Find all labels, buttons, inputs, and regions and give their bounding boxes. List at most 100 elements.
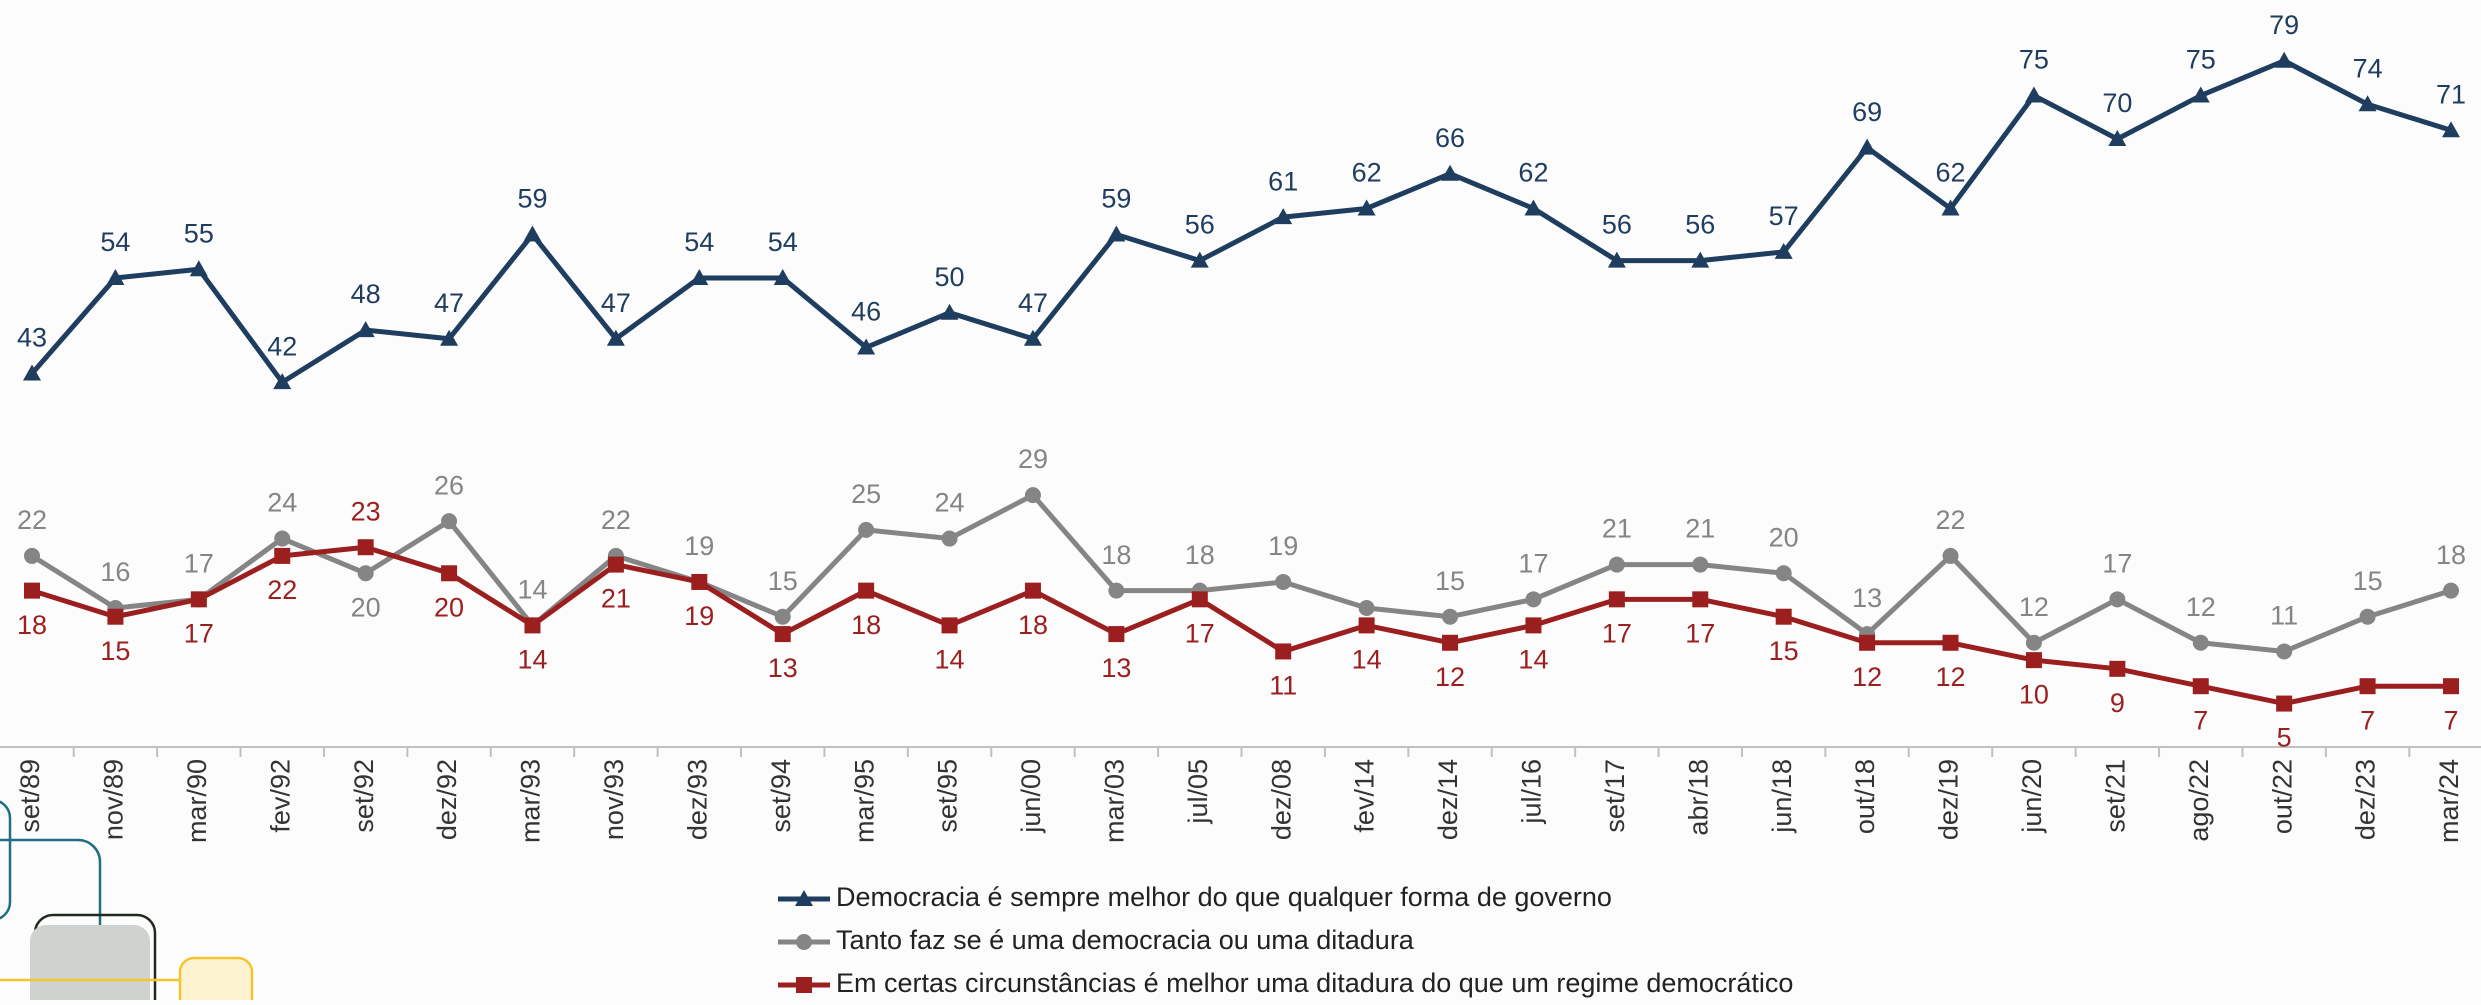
point bbox=[2443, 678, 2459, 695]
data-label: 15 bbox=[768, 566, 798, 596]
point bbox=[1942, 634, 1959, 651]
data-label: 47 bbox=[601, 288, 631, 318]
data-label: 42 bbox=[267, 331, 297, 361]
point bbox=[1525, 617, 1542, 634]
x-tick-label: set/17 bbox=[1600, 759, 1630, 833]
data-label: 12 bbox=[1435, 662, 1465, 692]
data-label: 59 bbox=[1101, 184, 1131, 214]
point bbox=[1608, 556, 1625, 573]
point bbox=[2358, 95, 2377, 112]
data-label: 54 bbox=[684, 227, 714, 257]
point bbox=[941, 530, 958, 547]
data-label: 66 bbox=[1435, 123, 1465, 153]
data-label: 20 bbox=[351, 592, 381, 622]
data-label: 13 bbox=[768, 653, 798, 683]
x-tick-label: set/21 bbox=[2100, 759, 2130, 833]
point bbox=[857, 338, 876, 355]
point bbox=[941, 617, 958, 634]
data-label: 62 bbox=[1352, 158, 1382, 188]
data-label: 19 bbox=[1268, 531, 1298, 561]
point bbox=[1859, 634, 1876, 651]
point bbox=[1525, 591, 1542, 608]
x-tick-label: jul/16 bbox=[1517, 759, 1547, 825]
point bbox=[1524, 199, 1543, 216]
legend-label: Democracia é sempre melhor do que qualqu… bbox=[836, 882, 1612, 912]
data-label: 17 bbox=[184, 548, 214, 578]
data-label: 20 bbox=[1769, 522, 1799, 552]
data-label: 14 bbox=[935, 645, 965, 675]
x-tick-label: mar/93 bbox=[516, 759, 546, 843]
data-label: 15 bbox=[100, 636, 130, 666]
point bbox=[2025, 652, 2042, 669]
data-label: 22 bbox=[1935, 505, 1965, 535]
data-label: 15 bbox=[2353, 566, 2383, 596]
data-label: 25 bbox=[851, 479, 881, 509]
point bbox=[274, 530, 291, 547]
point bbox=[523, 225, 542, 242]
x-tick-label: mar/03 bbox=[1100, 759, 1130, 843]
data-label: 70 bbox=[2102, 88, 2132, 118]
point bbox=[858, 521, 875, 538]
x-tick-label: mar/90 bbox=[182, 759, 212, 843]
point bbox=[1942, 547, 1959, 564]
legend-marker bbox=[796, 977, 812, 993]
point bbox=[1190, 251, 1209, 268]
point bbox=[440, 329, 459, 346]
point bbox=[1608, 591, 1625, 608]
data-label: 43 bbox=[17, 323, 47, 353]
data-label: 20 bbox=[434, 592, 464, 622]
legend-label: Tanto faz se é uma democracia ou uma dit… bbox=[836, 925, 1415, 955]
point bbox=[190, 591, 207, 608]
data-label: 15 bbox=[1435, 566, 1465, 596]
point bbox=[2025, 634, 2042, 651]
data-label: 7 bbox=[2443, 705, 2458, 735]
point bbox=[24, 547, 40, 564]
data-label: 62 bbox=[1518, 158, 1548, 188]
point bbox=[1941, 199, 1960, 216]
data-label: 62 bbox=[1935, 158, 1965, 188]
deco-box bbox=[0, 800, 12, 920]
point bbox=[1107, 225, 1126, 242]
legend-marker bbox=[796, 934, 812, 950]
data-label: 48 bbox=[351, 279, 381, 309]
x-tick-label: dez/19 bbox=[1934, 759, 1964, 840]
x-tick-label: jun/20 bbox=[2017, 759, 2047, 834]
data-label: 18 bbox=[1101, 540, 1131, 570]
data-label: 79 bbox=[2269, 10, 2299, 40]
data-label: 75 bbox=[2186, 45, 2216, 75]
data-label: 22 bbox=[267, 575, 297, 605]
point bbox=[2276, 643, 2293, 660]
x-tick-label: set/92 bbox=[349, 759, 379, 833]
x-tick-label: abr/18 bbox=[1683, 759, 1713, 836]
x-tick-label: set/94 bbox=[766, 759, 796, 833]
data-label: 22 bbox=[601, 505, 631, 535]
data-label: 14 bbox=[517, 575, 547, 605]
x-tick-label: dez/92 bbox=[432, 759, 462, 840]
data-label: 23 bbox=[351, 496, 381, 526]
data-label: 59 bbox=[517, 184, 547, 214]
data-label: 18 bbox=[851, 610, 881, 640]
data-label: 17 bbox=[2102, 548, 2132, 578]
legend-label: Em certas circunstâncias é melhor uma di… bbox=[836, 968, 1793, 998]
data-label: 18 bbox=[2436, 540, 2466, 570]
series-line bbox=[30, 58, 2452, 385]
point bbox=[2109, 660, 2126, 677]
data-label: 46 bbox=[851, 297, 881, 327]
data-label: 5 bbox=[2277, 723, 2292, 753]
data-label: 56 bbox=[1685, 210, 1715, 240]
x-tick-label: nov/89 bbox=[99, 759, 129, 840]
point bbox=[107, 608, 124, 625]
data-label: 12 bbox=[1852, 662, 1882, 692]
point bbox=[2275, 51, 2294, 68]
point bbox=[273, 373, 292, 390]
point bbox=[1692, 556, 1709, 573]
x-tick-label: out/18 bbox=[1850, 759, 1880, 834]
point bbox=[1024, 582, 1041, 599]
data-label: 74 bbox=[2353, 53, 2383, 83]
point bbox=[23, 364, 41, 381]
point bbox=[2359, 608, 2376, 625]
point bbox=[690, 268, 709, 285]
x-tick-label: jun/18 bbox=[1767, 759, 1797, 834]
